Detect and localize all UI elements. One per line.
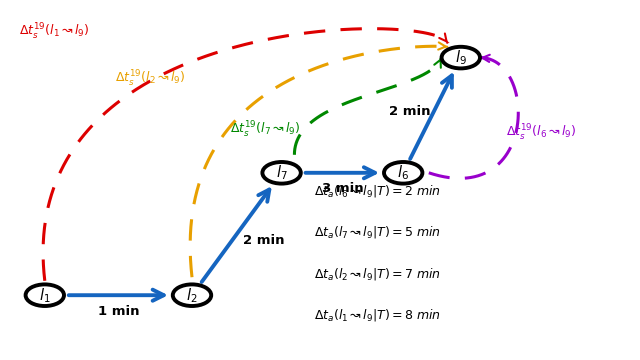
Circle shape	[173, 284, 211, 306]
Circle shape	[262, 162, 301, 184]
Circle shape	[384, 162, 422, 184]
Text: $\Delta t_s^{19}(l_7 \rightsquigarrow l_9)$: $\Delta t_s^{19}(l_7 \rightsquigarrow l_…	[230, 120, 301, 140]
Text: 2 min: 2 min	[243, 234, 284, 247]
Circle shape	[26, 284, 64, 306]
Text: $\Delta t_s^{19}(l_1 \rightsquigarrow l_9)$: $\Delta t_s^{19}(l_1 \rightsquigarrow l_…	[19, 22, 90, 42]
Circle shape	[442, 47, 480, 68]
Text: 3 min: 3 min	[321, 183, 364, 195]
Text: $l_2$: $l_2$	[186, 286, 198, 305]
Text: 2 min: 2 min	[389, 105, 431, 118]
Text: $l_7$: $l_7$	[276, 163, 287, 182]
Text: $\Delta t_a(l_7 \rightsquigarrow l_9|T) = 5\ min$: $\Delta t_a(l_7 \rightsquigarrow l_9|T) …	[314, 224, 440, 240]
Text: $\Delta t_s^{19}(l_2 \rightsquigarrow l_9)$: $\Delta t_s^{19}(l_2 \rightsquigarrow l_…	[115, 69, 186, 89]
Text: $\Delta t_a(l_1 \rightsquigarrow l_9|T) = 8\ min$: $\Delta t_a(l_1 \rightsquigarrow l_9|T) …	[314, 307, 440, 323]
Text: 1 min: 1 min	[98, 305, 139, 318]
Text: $l_1$: $l_1$	[39, 286, 51, 305]
Text: $\Delta t_s^{19}(l_6 \rightsquigarrow l_9)$: $\Delta t_s^{19}(l_6 \rightsquigarrow l_…	[506, 123, 576, 143]
Text: $l_9$: $l_9$	[455, 48, 467, 67]
Text: $l_6$: $l_6$	[397, 163, 409, 182]
Text: $\Delta t_a(l_2 \rightsquigarrow l_9|T) = 7\ min$: $\Delta t_a(l_2 \rightsquigarrow l_9|T) …	[314, 266, 440, 282]
Text: $\Delta t_a(l_6 \rightsquigarrow l_9|T) = 2\ min$: $\Delta t_a(l_6 \rightsquigarrow l_9|T) …	[314, 183, 440, 199]
